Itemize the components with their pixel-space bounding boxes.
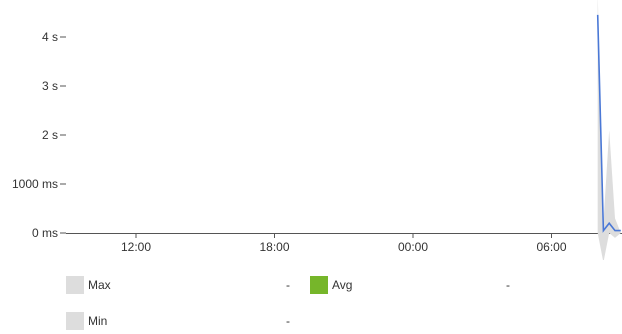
x-tick-label: 12:00 bbox=[121, 240, 151, 254]
legend-swatch-avg bbox=[310, 276, 328, 294]
x-tick-label: 00:00 bbox=[398, 240, 428, 254]
legend-swatch-min bbox=[66, 312, 84, 330]
legend-value-max: - bbox=[286, 278, 290, 292]
y-tick-label: 1000 ms bbox=[12, 177, 58, 191]
legend-row-2: Min - bbox=[66, 312, 290, 330]
legend-item-max[interactable]: Max bbox=[66, 276, 286, 294]
legend-label-max: Max bbox=[88, 278, 111, 292]
legend-value-avg: - bbox=[506, 278, 510, 292]
legend-row-1: Max - Avg - bbox=[66, 276, 510, 294]
legend-swatch-max bbox=[66, 276, 84, 294]
min-max-band bbox=[597, 0, 621, 260]
y-tick-label: 2 s bbox=[42, 128, 58, 142]
y-tick-label: 4 s bbox=[42, 30, 58, 44]
legend-item-avg[interactable]: Avg bbox=[310, 276, 506, 294]
legend-item-min[interactable]: Min bbox=[66, 312, 286, 330]
chart-axes: 0 ms 1000 ms 2 s 3 s 4 s 12:00 18:00 00:00 06:00 bbox=[12, 30, 622, 254]
legend-label-avg: Avg bbox=[332, 278, 353, 292]
plot-area bbox=[596, 0, 621, 260]
x-tick-label: 06:00 bbox=[536, 240, 566, 254]
legend-label-min: Min bbox=[88, 314, 108, 328]
x-tick-label: 18:00 bbox=[259, 240, 289, 254]
y-tick-label: 3 s bbox=[42, 79, 58, 93]
y-tick-label: 0 ms bbox=[32, 226, 58, 240]
legend-value-min: - bbox=[286, 314, 290, 328]
chart-svg: 0 ms 1000 ms 2 s 3 s 4 s 12:00 18:00 00:00 06:00 bbox=[12, 0, 622, 260]
